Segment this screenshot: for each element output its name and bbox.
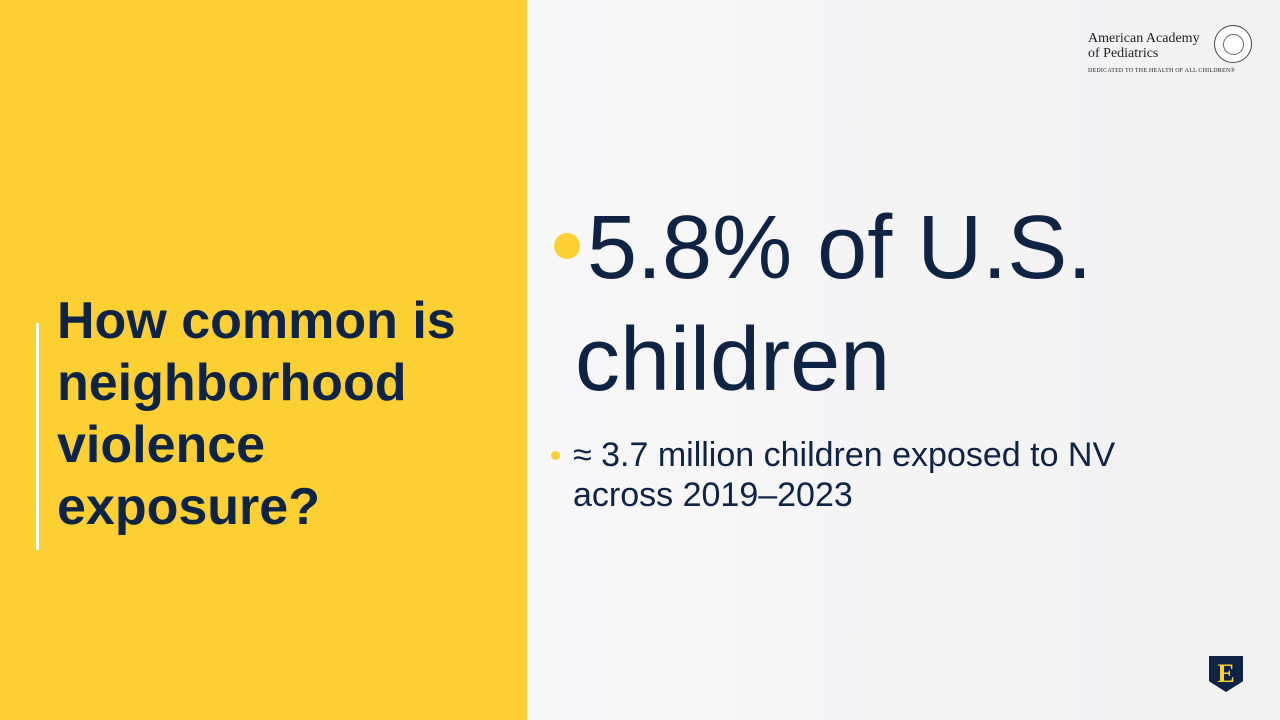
title-panel — [0, 0, 527, 720]
accent-rule — [36, 323, 39, 550]
logo-tagline: DEDICATED TO THE HEALTH OF ALL CHILDREN® — [1088, 68, 1236, 74]
content-panel — [527, 0, 1280, 720]
logo-name: of Pediatrics — [1088, 46, 1159, 61]
bullet-dot — [551, 451, 560, 460]
aap-logo: American Academy of Pediatrics DEDICATED… — [1088, 31, 1235, 74]
bullet-main: 5.8% of U.S. children — [575, 198, 1093, 410]
bullet-sub: ≈ 3.7 million children exposed to NV acr… — [573, 436, 1116, 514]
slide-title: How common is neighborhood violence expo… — [57, 292, 456, 536]
aap-seal — [1214, 25, 1252, 63]
logo-name: American Academy — [1088, 31, 1200, 46]
bullet-dot — [554, 233, 580, 259]
